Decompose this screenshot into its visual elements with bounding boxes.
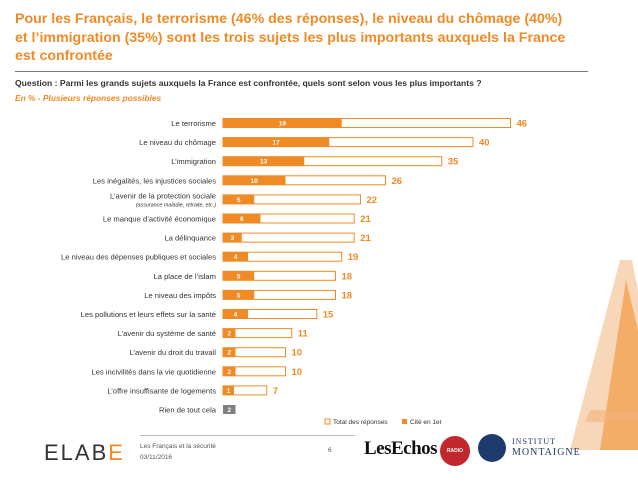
category-label: Les pollutions et leurs effets sur la sa… <box>81 310 216 319</box>
institut-montaigne-emblem <box>478 434 506 462</box>
first-value-label: 5 <box>237 197 241 204</box>
first-value-label: 4 <box>234 254 238 261</box>
category-label: Le terrorisme <box>171 119 216 128</box>
title-divider <box>15 71 588 72</box>
first-value-label: 1 <box>227 388 231 395</box>
total-value-label: 21 <box>360 233 371 244</box>
study-title: Les Français et la sécurité <box>140 443 216 450</box>
first-bar <box>223 194 255 204</box>
study-date: 03/11/2016 <box>140 454 173 461</box>
first-value-label: 5 <box>237 292 241 299</box>
first-bar <box>223 271 255 281</box>
footer-info: Les Français et la sécurité 03/11/2016 <box>140 441 216 463</box>
category-label: Les incivilités dans la vie quotidienne <box>91 367 216 376</box>
institut-montaigne-logo: INSTITUT MONTAIGNE <box>512 437 581 458</box>
total-bar <box>222 232 355 243</box>
category-label: Le niveau des dépenses publiques et soci… <box>61 253 216 262</box>
unit-note: En % - Plusieurs réponses possibles <box>15 93 162 103</box>
title-line-1: Pour les Français, le terrorisme (46% de… <box>15 11 563 27</box>
category-label: L’immigration <box>171 157 216 166</box>
first-value-label: 2 <box>227 331 231 338</box>
category-label: La place de l’islam <box>154 272 216 281</box>
decorative-a-logo <box>570 260 638 450</box>
total-value-label: 10 <box>292 348 303 359</box>
category-label: Le manque d’activité économique <box>103 215 216 224</box>
first-bar <box>223 252 248 262</box>
first-value-label: 2 <box>227 369 231 376</box>
total-value-label: 26 <box>392 176 403 187</box>
category-label: L’offre insuffisante de logements <box>107 386 216 395</box>
category-sublabel: (assurance maladie, retraite, etc.) <box>136 202 216 208</box>
legend-first-label: Cité en 1er <box>410 419 443 426</box>
first-value-label: 3 <box>231 235 235 242</box>
category-label: Rien de tout cela <box>159 406 217 415</box>
category-label: L’avenir du droit du travail <box>129 348 216 357</box>
first-value-label: 4 <box>234 312 238 319</box>
first-bar <box>223 290 255 300</box>
category-label: Les inégalités, les injustices sociales <box>93 176 216 185</box>
title-line-3: est confrontée <box>15 48 113 64</box>
total-value-label: 40 <box>479 138 490 149</box>
page-title: Pour les Français, le terrorisme (46% de… <box>15 10 590 66</box>
first-value-label: 17 <box>273 140 281 147</box>
first-value-label: 6 <box>240 216 244 223</box>
first-bar <box>223 156 305 166</box>
total-value-label: 10 <box>292 367 303 378</box>
category-label: L’avenir du système de santé <box>118 329 216 338</box>
legend-total-label: Total des réponses <box>333 419 388 426</box>
legend-total-swatch <box>324 418 331 425</box>
category-label: Le niveau des impôts <box>144 291 216 300</box>
total-value-label: 15 <box>323 310 334 321</box>
category-label: Le niveau du chômage <box>139 138 216 147</box>
first-value-label: 10 <box>251 178 259 185</box>
total-value-label: 18 <box>342 271 353 282</box>
first-bar <box>223 366 236 376</box>
first-value-label: 5 <box>237 273 241 280</box>
first-bar <box>223 309 248 319</box>
first-bar <box>223 347 236 357</box>
lesechos-logo: LesEchos <box>364 438 438 459</box>
first-value-label: 2 <box>227 407 231 414</box>
total-value-label: 35 <box>448 157 459 168</box>
first-bar <box>223 385 234 395</box>
total-value-label: 21 <box>360 214 371 225</box>
legend-first-swatch <box>402 419 407 424</box>
category-label: La délinquance <box>164 234 216 243</box>
footer-divider <box>140 435 355 436</box>
total-value-label: 7 <box>273 386 278 397</box>
total-value-label: 18 <box>342 290 353 301</box>
total-value-label: 22 <box>367 195 378 206</box>
first-bar <box>223 233 242 243</box>
page-number: 6 <box>328 447 332 454</box>
first-bar <box>223 214 261 223</box>
radio-classique-logo: RADIO CLASSIQUE <box>440 436 470 484</box>
first-value-label: 19 <box>279 121 287 128</box>
category-label: L’avenir de la protection sociale <box>110 191 216 200</box>
total-value-label: 46 <box>517 119 528 130</box>
first-bar <box>223 137 330 147</box>
first-bar <box>223 328 236 338</box>
total-value-label: 19 <box>348 252 359 263</box>
first-bar <box>223 118 342 128</box>
elabe-logo: ELABE <box>44 440 125 465</box>
total-value-label: 11 <box>298 329 309 340</box>
title-line-2: et l’immigration (35%) sont les trois su… <box>15 29 566 46</box>
first-bar <box>223 405 236 414</box>
first-value-label: 2 <box>227 350 231 357</box>
first-bar <box>223 175 286 185</box>
first-value-label: 13 <box>260 159 268 166</box>
question-text: Question : Parmi les grands sujets auxqu… <box>15 78 482 88</box>
